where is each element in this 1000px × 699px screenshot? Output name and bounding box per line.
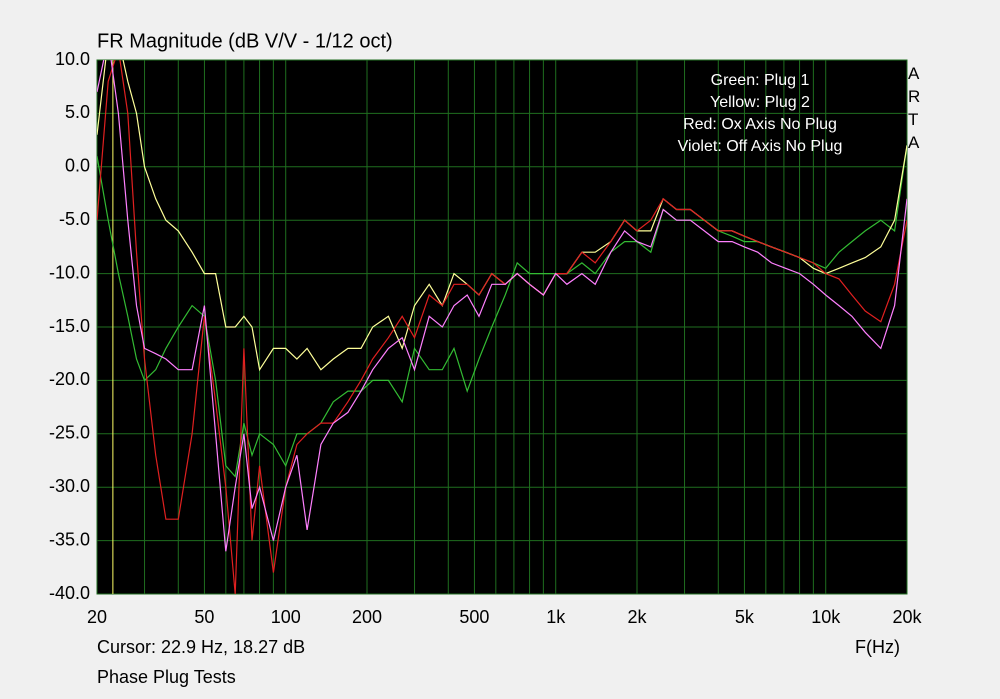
x-tick-label: 1k	[546, 607, 566, 627]
legend-entry: Violet: Off Axis No Plug	[678, 138, 843, 155]
x-tick-label: 10k	[811, 607, 841, 627]
y-tick-label: -10.0	[49, 262, 90, 282]
grid	[96, 59, 908, 595]
y-tick-label: 5.0	[65, 102, 90, 122]
plot-border	[96, 59, 908, 595]
x-tick-label: 5k	[735, 607, 755, 627]
y-tick-label: -35.0	[49, 529, 90, 549]
y-tick-label: 10.0	[55, 49, 90, 69]
x-tick-label: 20	[87, 607, 107, 627]
x-tick-label: 100	[271, 607, 301, 627]
y-tick-label: -40.0	[49, 583, 90, 603]
y-tick-label: -15.0	[49, 316, 90, 336]
cursor-readout: Cursor: 22.9 Hz, 18.27 dB	[97, 637, 305, 657]
y-tick-label: -25.0	[49, 423, 90, 443]
y-tick-label: 0.0	[65, 156, 90, 176]
x-tick-label: 200	[352, 607, 382, 627]
series-line	[97, 60, 907, 594]
legend: Green: Plug 1 Yellow: Plug 2 Red: Ox Axis …	[678, 72, 843, 155]
y-tick-label: -30.0	[49, 476, 90, 496]
legend-entry: Green: Plug 1	[711, 72, 810, 89]
y-tick-label: -5.0	[59, 209, 90, 229]
brand: ARTA	[908, 64, 921, 152]
x-tick-label: 50	[194, 607, 214, 627]
legend-entry: Red: Ox Axis No Plug	[683, 116, 837, 133]
y-tick-label: -20.0	[49, 369, 90, 389]
chart-title: FR Magnitude (dB V/V - 1/12 oct)	[97, 30, 393, 52]
footer: Phase Plug Tests	[97, 667, 236, 687]
x-tick-label: 20k	[892, 607, 922, 627]
lines	[97, 60, 907, 594]
x-axis-label: F(Hz)	[855, 637, 900, 657]
series-line	[97, 60, 907, 552]
x-tick-label: 500	[459, 607, 489, 627]
x-tick-label: 2k	[627, 607, 647, 627]
legend-entry: Yellow: Plug 2	[710, 94, 810, 111]
